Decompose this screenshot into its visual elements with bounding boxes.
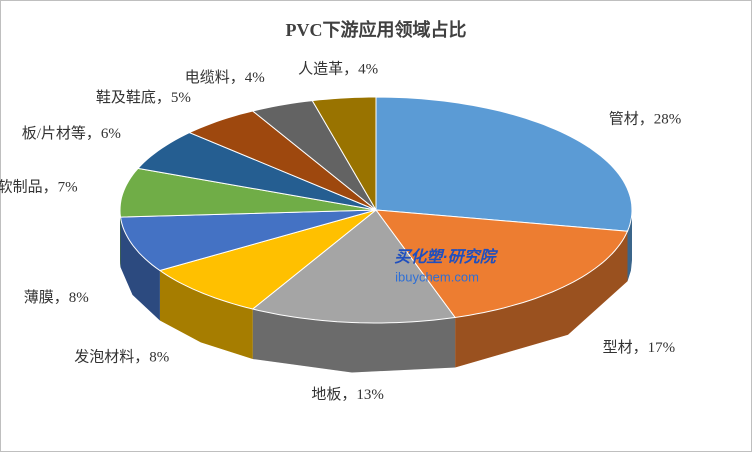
pie-sides [120, 210, 632, 373]
data-label: 型材，17% [603, 339, 676, 356]
data-label: 板/片材等，6% [22, 124, 121, 142]
slice [311, 96, 377, 212]
slice-side-shade [159, 270, 253, 359]
slice [251, 209, 457, 324]
slice [137, 132, 377, 211]
slice [119, 167, 377, 218]
slice-side-shade [120, 210, 121, 268]
slice-side [627, 210, 632, 282]
slice-side-shade [627, 210, 632, 282]
slice [375, 96, 633, 232]
slice [251, 100, 377, 211]
slice-side-shade [120, 217, 160, 321]
slice [374, 209, 629, 319]
data-label: 管材，28% [609, 110, 682, 127]
data-label: 电缆料，4% [185, 69, 265, 86]
labels: 管材，28% 型材，17% 地板，13% 发泡材料，8% 薄膜，8% 软制品，7% 板/片材… [0, 60, 681, 403]
data-label: 软制品，7% [0, 178, 78, 195]
chart-title: PVC下游应用领域占比 [286, 19, 467, 40]
slice-side [159, 270, 253, 359]
slice-side [120, 210, 121, 268]
slice [188, 110, 377, 211]
data-label: 发泡材料，8% [74, 348, 169, 365]
slice-side [120, 217, 160, 321]
data-label: 鞋及鞋底，5% [96, 89, 191, 106]
data-label: 薄膜，8% [24, 289, 89, 306]
data-label: 人造革，4% [298, 60, 378, 77]
slice [119, 209, 377, 272]
slice-side [455, 231, 628, 368]
data-label: 地板，13% [311, 385, 384, 403]
watermark: 买化塑·研究院 [394, 248, 498, 266]
slice-side [252, 309, 456, 373]
slice-side-shade [252, 309, 456, 373]
slice-side-shade [455, 231, 628, 368]
slice [158, 209, 377, 310]
watermark-url: ibuychem.com [395, 269, 479, 284]
pie-tops [119, 96, 633, 324]
